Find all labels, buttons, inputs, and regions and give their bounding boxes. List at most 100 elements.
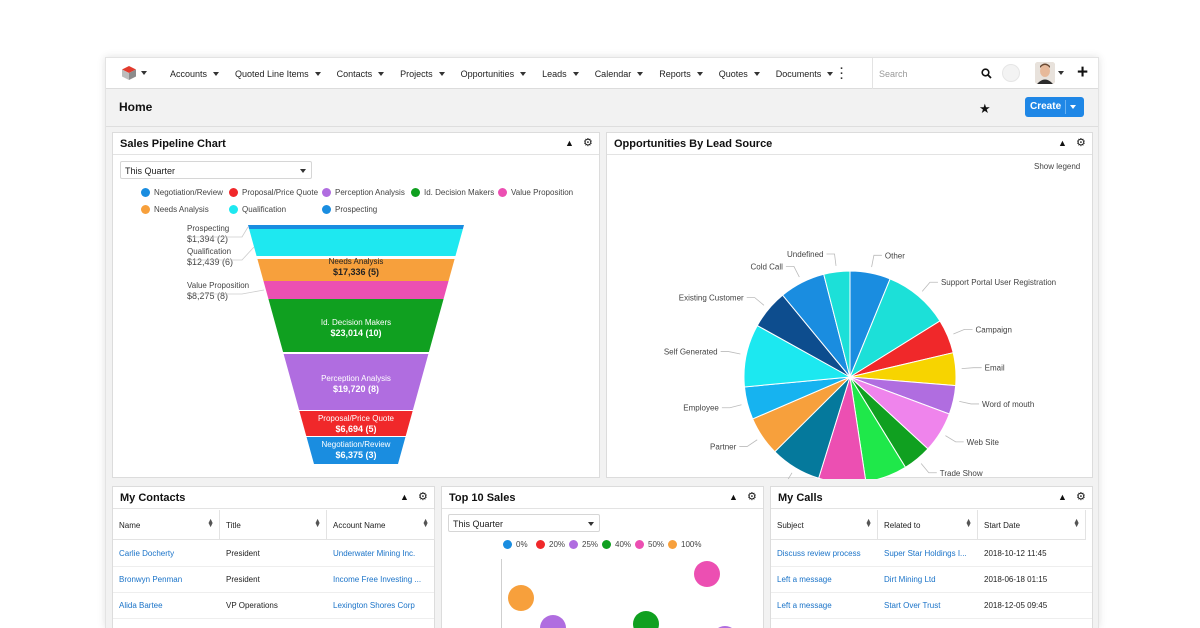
table-cell[interactable]: Left a message xyxy=(777,575,832,584)
scatter-point[interactable] xyxy=(633,611,659,628)
legend-item[interactable]: Qualification xyxy=(229,205,286,214)
gear-icon[interactable]: ⚙ xyxy=(418,491,428,503)
nav-item-projects[interactable]: Projects xyxy=(400,69,445,79)
table-cell[interactable]: Carlie Docherty xyxy=(119,549,175,558)
pipeline-period-select[interactable]: This Quarter xyxy=(120,161,312,179)
nav-item-opportunities[interactable]: Opportunities xyxy=(461,69,527,79)
table-cell[interactable]: Alida Bartee xyxy=(119,601,163,610)
funnel-segment[interactable] xyxy=(299,411,413,436)
pie-slice-label: Cold Call xyxy=(750,262,783,271)
legend-item[interactable]: Negotiation/Review xyxy=(141,188,223,197)
create-dropdown-caret-icon[interactable] xyxy=(1070,105,1076,109)
column-header-start-date[interactable]: Start Date ▲ ▼ xyxy=(978,510,1086,540)
table-cell[interactable]: Discuss review process xyxy=(777,549,861,558)
legend-item[interactable]: 20% xyxy=(536,540,565,549)
table-cell[interactable]: Start Over Trust xyxy=(884,601,941,610)
table-cell: President xyxy=(226,549,260,558)
scatter-point[interactable] xyxy=(712,626,738,628)
nav-item-quoted-line-items[interactable]: Quoted Line Items xyxy=(235,69,321,79)
pie-slice[interactable] xyxy=(823,270,851,378)
search-input[interactable]: Search xyxy=(879,69,908,79)
funnel-segment[interactable] xyxy=(263,281,449,299)
pie-slice[interactable] xyxy=(849,376,907,479)
legend-item[interactable]: Id. Decision Makers xyxy=(411,188,494,197)
table-row: Discuss review processLexington Shores C… xyxy=(771,619,1092,628)
app-logo-icon[interactable] xyxy=(121,65,137,81)
collapse-chevron-icon[interactable]: ▲ xyxy=(1058,492,1067,502)
sort-icon[interactable]: ▲ ▼ xyxy=(207,518,214,529)
legend-item[interactable]: Value Proposition xyxy=(498,188,573,197)
legend-item[interactable]: Needs Analysis xyxy=(141,205,209,214)
user-avatar[interactable] xyxy=(1035,62,1055,84)
legend-item[interactable]: Perception Analysis xyxy=(322,188,405,197)
collapse-chevron-icon[interactable]: ▲ xyxy=(565,138,574,148)
scatter-point[interactable] xyxy=(694,561,720,587)
table-cell[interactable]: Bronwyn Penman xyxy=(119,575,183,584)
table-cell[interactable]: Underwater Mining Inc. xyxy=(333,549,416,558)
legend-item[interactable]: Prospecting xyxy=(322,205,377,214)
nav-item-leads[interactable]: Leads xyxy=(542,69,579,79)
legend-item[interactable]: 25% xyxy=(569,540,598,549)
dashlet-title: Top 10 Sales xyxy=(449,492,516,504)
funnel-segment[interactable] xyxy=(249,229,463,256)
nav-item-documents[interactable]: Documents xyxy=(776,69,834,79)
create-button[interactable]: Create xyxy=(1025,97,1084,117)
nav-item-reports[interactable]: Reports xyxy=(659,69,703,79)
nav-item-quotes[interactable]: Quotes xyxy=(719,69,760,79)
more-menu-icon[interactable]: · · · xyxy=(840,63,844,85)
gear-icon[interactable]: ⚙ xyxy=(583,137,593,149)
pie-chart: Other Support Portal User Registration Cam… xyxy=(664,250,1056,479)
legend-item[interactable]: Proposal/Price Quote xyxy=(229,188,318,197)
collapse-chevron-icon[interactable]: ▲ xyxy=(400,492,409,502)
activity-indicator xyxy=(1002,64,1020,82)
user-menu-caret-icon[interactable] xyxy=(1058,71,1064,75)
show-legend-link[interactable]: Show legend xyxy=(1034,162,1081,171)
search-icon[interactable] xyxy=(981,68,992,79)
column-header-title[interactable]: Title ▲ ▼ xyxy=(220,510,327,540)
funnel-segment[interactable] xyxy=(257,259,455,281)
gear-icon[interactable]: ⚙ xyxy=(747,491,757,503)
gear-icon[interactable]: ⚙ xyxy=(1076,137,1086,149)
chevron-down-icon xyxy=(696,71,703,76)
column-header-related-to[interactable]: Related to ▲ ▼ xyxy=(878,510,978,540)
sort-icon[interactable]: ▲ ▼ xyxy=(314,518,321,529)
nav-item-accounts[interactable]: Accounts xyxy=(170,69,220,79)
pie-slice-label: Employee xyxy=(683,404,719,413)
search-box[interactable]: Search xyxy=(872,58,998,89)
legend-item[interactable]: 50% xyxy=(635,540,664,549)
column-header-subject[interactable]: Subject ▲ ▼ xyxy=(771,510,878,540)
funnel-segment[interactable] xyxy=(283,354,429,410)
table-cell: 2018-06-18 01:15 xyxy=(984,575,1048,584)
table-cell[interactable]: Dirt Mining Ltd xyxy=(884,575,936,584)
table-cell[interactable]: Income Free Investing ... xyxy=(333,575,422,584)
collapse-chevron-icon[interactable]: ▲ xyxy=(729,492,738,502)
table-cell[interactable]: Left a message xyxy=(777,601,832,610)
funnel-segment[interactable] xyxy=(268,299,444,352)
gear-icon[interactable]: ⚙ xyxy=(1076,491,1086,503)
collapse-chevron-icon[interactable]: ▲ xyxy=(1058,138,1067,148)
chevron-down-icon xyxy=(213,71,220,76)
nav-item-calendar[interactable]: Calendar xyxy=(595,69,644,79)
table-row: Orlando SminDirector OperationsLexington… xyxy=(113,619,434,628)
column-header-name[interactable]: Name ▲ ▼ xyxy=(113,510,220,540)
sort-icon[interactable]: ▲ ▼ xyxy=(965,518,972,529)
funnel-segment[interactable] xyxy=(248,225,464,229)
scatter-point[interactable] xyxy=(540,615,566,628)
column-header-account-name[interactable]: Account Name ▲ ▼ xyxy=(327,510,435,540)
sort-icon[interactable]: ▲ ▼ xyxy=(422,518,429,529)
quick-create-plus-icon[interactable]: + xyxy=(1077,62,1089,83)
table-cell[interactable]: Super Star Holdings I... xyxy=(884,549,967,558)
funnel-segment[interactable] xyxy=(306,437,406,464)
funnel-segment-name: Negotiation/Review xyxy=(322,440,391,449)
nav-item-contacts[interactable]: Contacts xyxy=(337,69,385,79)
scatter-point[interactable] xyxy=(508,585,534,611)
favorite-star-icon[interactable]: ★ xyxy=(979,101,991,116)
sort-icon[interactable]: ▲ ▼ xyxy=(865,518,872,529)
top-sales-period-select[interactable]: This Quarter xyxy=(448,514,600,532)
legend-item[interactable]: 100% xyxy=(668,540,701,549)
logo-menu-caret-icon[interactable] xyxy=(141,71,147,75)
legend-item[interactable]: 0% xyxy=(503,540,528,549)
table-cell[interactable]: Lexington Shores Corp xyxy=(333,601,415,610)
sort-icon[interactable]: ▲ ▼ xyxy=(1073,518,1080,529)
legend-item[interactable]: 40% xyxy=(602,540,631,549)
